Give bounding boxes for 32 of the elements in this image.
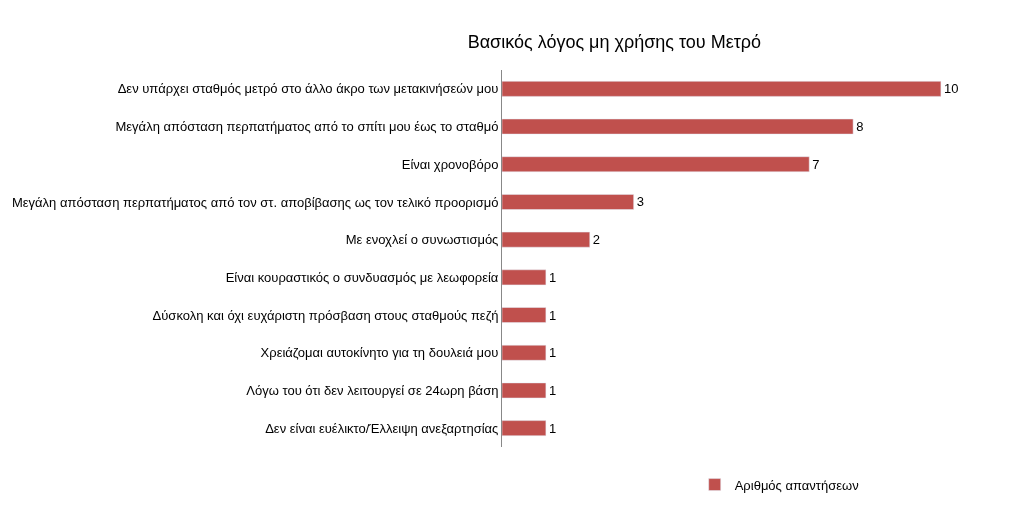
y-tick-label: Με ενοχλεί ο συνωστισμός [345,232,499,248]
data-label: 3 [636,194,644,210]
bar [502,194,634,210]
y-tick-label: Λόγω του ότι δεν λειτουργεί σε 24ωρη βάση [246,383,499,398]
y-tick-label: Δύσκολη και όχι ευχάριστη πρόσβαση στους σταθμούς πεζή [152,307,499,323]
data-label: 2 [592,232,601,248]
data-label: 7 [812,156,820,172]
bar [502,344,547,361]
bar [502,420,547,436]
data-label: 8 [856,119,864,135]
data-label: 1 [548,420,557,436]
data-label: 1 [548,269,557,285]
bar [502,81,942,97]
bar [502,118,854,135]
bar [502,231,591,248]
chart-title: Βασικός λόγος μη χρήσης του Μετρό [467,32,762,53]
bar [502,269,547,286]
data-label: 10 [943,81,959,97]
y-tick-label: Μεγάλη απόσταση περπατήματος από το σπίτι μου έως το σταθμό [115,119,499,135]
y-tick-label: Χρειάζομαι αυτοκίνητο για τη δουλειά μου [260,345,499,361]
data-label: 1 [548,345,557,361]
bar [502,156,810,173]
data-label: 1 [548,307,557,323]
bar [502,307,547,323]
data-label: 1 [548,382,557,398]
y-tick-label: Δεν υπάρχει σταθμός μετρό στο άλλο άκρο των μετακινήσεών μου [117,81,499,97]
y-tick-label: Μεγάλη απόσταση περπατήματος από τον στ. αποβίβασης ως τον τελικό προορισμό [11,194,499,210]
y-tick-label: Δεν είναι ευέλικτο/Έλλειψη ανεξαρτησίας [265,420,499,436]
y-tick-label: Είναι χρονοβόρο [401,156,499,172]
bar [502,382,547,399]
y-tick-label: Είναι κουραστικός ο συνδυασμός με λεωφορεία [225,269,499,285]
legend-label: Αριθμός απαντήσεων [734,477,859,493]
